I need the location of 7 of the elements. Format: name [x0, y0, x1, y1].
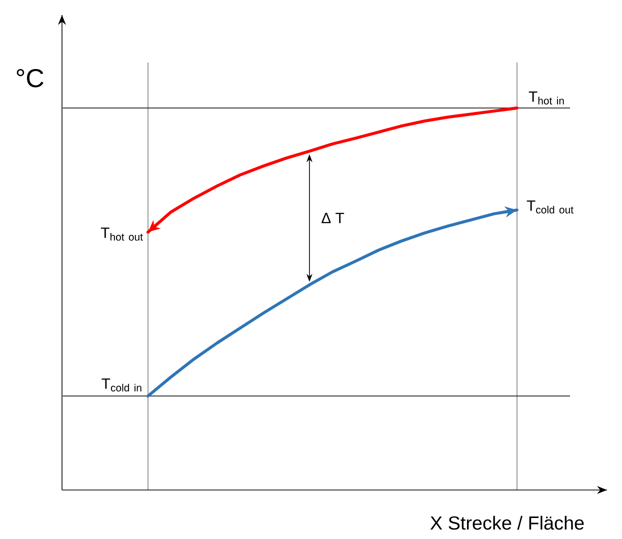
annotation: $\mathrm{T}_{\mathrm{cold\ out}}$	[526, 200, 574, 214]
annotation: $\mathrm{T}_{\mathrm{hot\ out}}$	[100, 228, 143, 241]
x-axis-title: X Strecke / Fläche	[430, 516, 584, 530]
annotation: Δ T	[322, 212, 344, 224]
ref-line-label: $\mathrm{T}_{\mathrm{cold\ in}}$	[102, 378, 142, 392]
y-axis-title: °C	[16, 68, 44, 88]
ref-line-label: $\mathrm{T}_{\mathrm{hot\ in}}$	[528, 91, 564, 104]
